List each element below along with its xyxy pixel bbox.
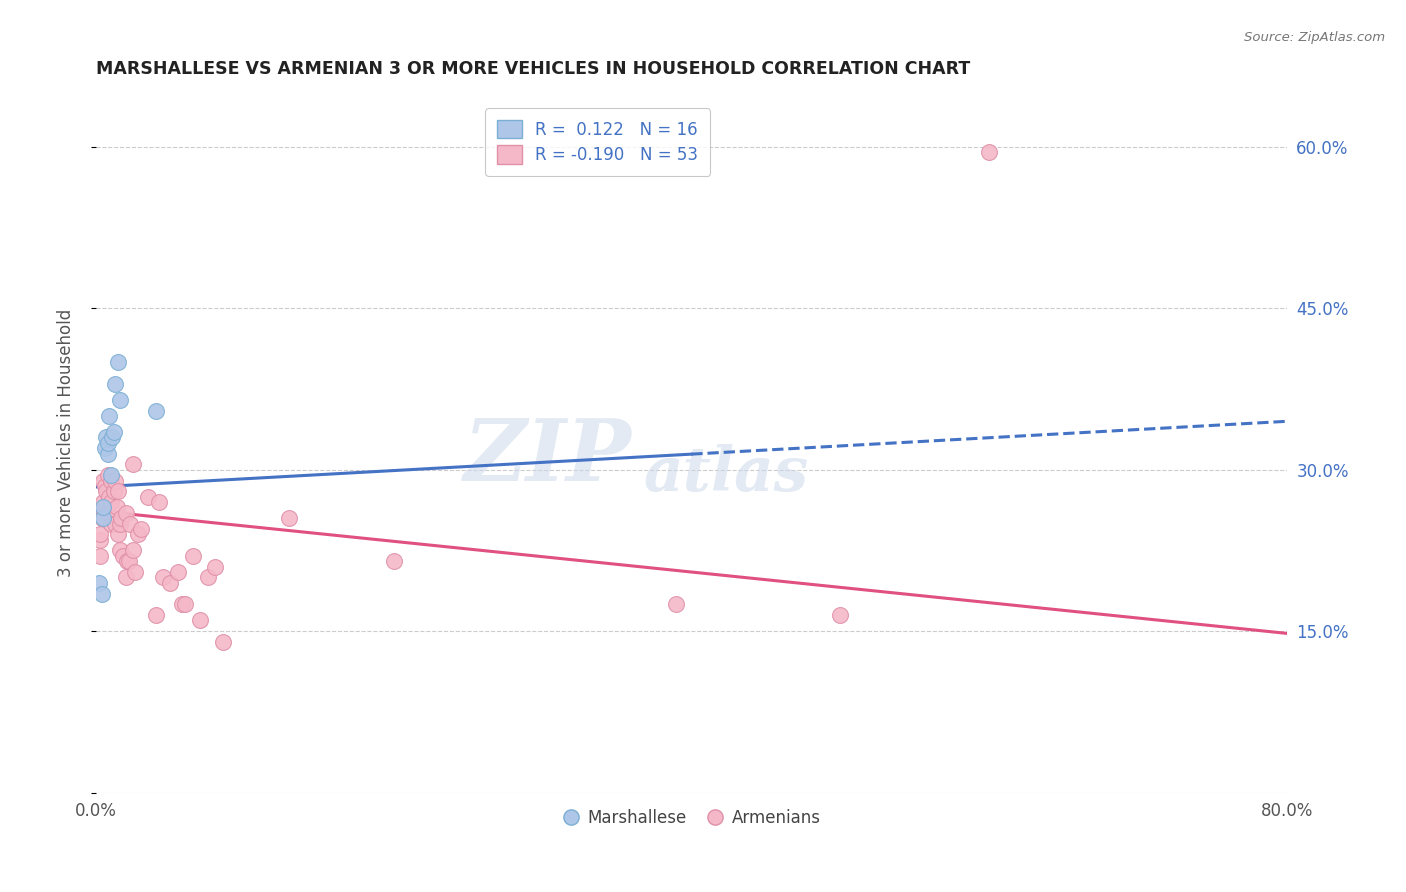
- Point: [93, 495, 115, 509]
- Point: [152, 570, 174, 584]
- Point: [122, 458, 145, 472]
- Point: [96, 430, 118, 444]
- Point: [118, 554, 141, 568]
- Point: [110, 511, 132, 525]
- Point: [159, 575, 181, 590]
- Point: [97, 447, 120, 461]
- Point: [107, 527, 129, 541]
- Point: [204, 559, 226, 574]
- Y-axis label: 3 or more Vehicles in Household: 3 or more Vehicles in Household: [58, 309, 75, 577]
- Point: [97, 506, 120, 520]
- Point: [93, 511, 115, 525]
- Point: [94, 442, 117, 456]
- Text: atlas: atlas: [644, 444, 808, 504]
- Point: [174, 597, 197, 611]
- Point: [120, 516, 142, 531]
- Point: [188, 614, 211, 628]
- Point: [97, 435, 120, 450]
- Point: [211, 635, 233, 649]
- Point: [96, 484, 118, 499]
- Point: [107, 355, 129, 369]
- Point: [665, 597, 688, 611]
- Point: [145, 403, 167, 417]
- Point: [108, 516, 131, 531]
- Text: Source: ZipAtlas.com: Source: ZipAtlas.com: [1244, 31, 1385, 45]
- Point: [108, 543, 131, 558]
- Point: [148, 495, 170, 509]
- Point: [107, 484, 129, 499]
- Point: [100, 516, 122, 531]
- Point: [129, 522, 152, 536]
- Point: [100, 474, 122, 488]
- Point: [124, 565, 146, 579]
- Point: [103, 425, 125, 439]
- Point: [167, 565, 190, 579]
- Point: [122, 543, 145, 558]
- Point: [104, 516, 127, 531]
- Text: ZIP: ZIP: [464, 415, 631, 499]
- Point: [105, 500, 128, 515]
- Point: [98, 490, 121, 504]
- Point: [103, 484, 125, 499]
- Point: [91, 511, 114, 525]
- Point: [97, 468, 120, 483]
- Point: [91, 500, 114, 515]
- Point: [94, 479, 117, 493]
- Point: [145, 608, 167, 623]
- Point: [382, 554, 405, 568]
- Text: MARSHALLESE VS ARMENIAN 3 OR MORE VEHICLES IN HOUSEHOLD CORRELATION CHART: MARSHALLESE VS ARMENIAN 3 OR MORE VEHICL…: [96, 60, 970, 78]
- Point: [181, 549, 204, 563]
- Point: [93, 474, 115, 488]
- Point: [89, 527, 111, 541]
- Legend: Marshallese, Armenians: Marshallese, Armenians: [555, 802, 827, 833]
- Point: [278, 511, 301, 525]
- Point: [87, 575, 110, 590]
- Point: [100, 468, 122, 483]
- Point: [977, 145, 1000, 160]
- Point: [114, 570, 136, 584]
- Point: [89, 533, 111, 547]
- Point: [172, 597, 194, 611]
- Point: [104, 474, 127, 488]
- Point: [197, 570, 219, 584]
- Point: [136, 490, 159, 504]
- Point: [93, 500, 115, 515]
- Point: [98, 409, 121, 423]
- Point: [114, 506, 136, 520]
- Point: [117, 554, 139, 568]
- Point: [108, 392, 131, 407]
- Point: [101, 430, 124, 444]
- Point: [111, 549, 134, 563]
- Point: [104, 376, 127, 391]
- Point: [830, 608, 852, 623]
- Point: [127, 527, 149, 541]
- Point: [100, 495, 122, 509]
- Point: [89, 549, 111, 563]
- Point: [91, 586, 114, 600]
